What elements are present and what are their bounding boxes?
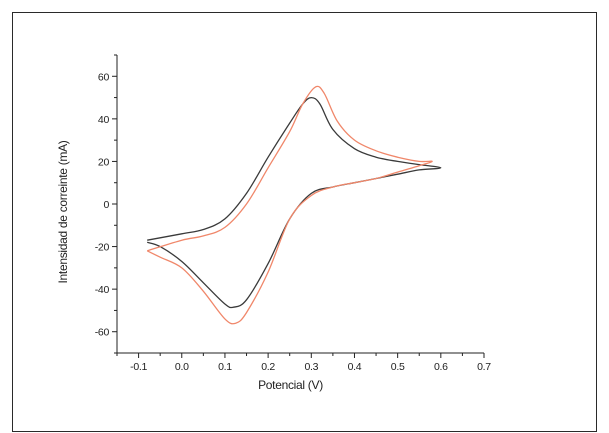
x-tick-label: 0.2 (261, 361, 275, 373)
x-axis-label: Potencial (V) (258, 378, 323, 392)
x-tick-label: 0.0 (175, 361, 189, 373)
figure-frame: -0.1 0.0 0.1 0.2 0.3 0.4 0.5 0.6 0.7 -60 -40 -20 0 20… (12, 12, 597, 432)
y-tick-label: -20 (95, 242, 110, 254)
series-line-1 (147, 96, 442, 309)
x-tick-label: 0.4 (348, 361, 362, 373)
series-lines (146, 85, 442, 325)
y-tick-label: -60 (95, 327, 110, 339)
y-tick-label: 0 (103, 199, 109, 211)
series-line-2 (146, 85, 433, 325)
y-tick-label: 20 (98, 156, 110, 168)
y-tick-label: 40 (98, 114, 110, 126)
x-tick-label: 0.6 (434, 361, 448, 373)
y-tick-label: -40 (95, 284, 110, 296)
y-axis-label: Intensidad de correinte (mA) (56, 140, 70, 283)
x-tick-label: 0.3 (304, 361, 318, 373)
y-tick-label: 60 (98, 71, 110, 83)
cyclic-voltammogram-chart: -0.1 0.0 0.1 0.2 0.3 0.4 0.5 0.6 0.7 -60 -40 -20 0 20… (56, 54, 492, 392)
x-tick-label: -0.1 (130, 361, 147, 373)
ticks: -0.1 0.0 0.1 0.2 0.3 0.4 0.5 0.6 0.7 -60 -40 -20 0 20… (95, 54, 492, 373)
x-tick-label: 0.5 (391, 361, 405, 373)
x-tick-label: 0.1 (218, 361, 232, 373)
x-tick-label: 0.7 (477, 361, 491, 373)
